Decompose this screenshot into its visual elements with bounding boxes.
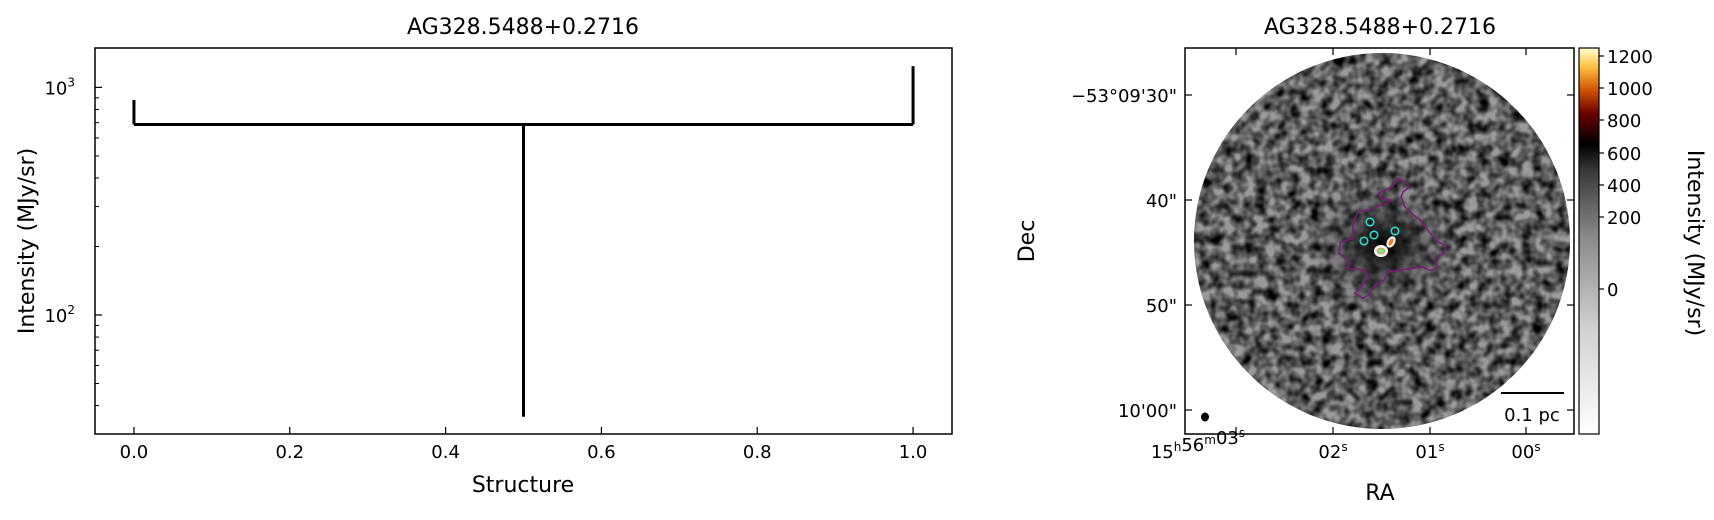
source-marker [1390, 226, 1400, 236]
dendrogram-title: AG328.5488+0.2716 [407, 15, 639, 40]
image-title: AG328.5488+0.2716 [1264, 15, 1496, 40]
beam-icon [1201, 412, 1209, 422]
colorbar-tick-label: 800 [1607, 111, 1641, 132]
dec-tick-label: 50" [1146, 296, 1177, 317]
y-tick-label: 103 [44, 75, 75, 99]
dec-tick-label: 40" [1146, 191, 1177, 212]
x-tick-label: 1.0 [899, 442, 928, 463]
source-marker [1365, 217, 1375, 227]
dec-axis-label: Dec [1015, 220, 1040, 263]
ra-tick-label: 02s [1318, 440, 1347, 463]
x-tick-label: 0.6 [587, 442, 616, 463]
x-tick-label: 0.2 [275, 442, 304, 463]
source-marker [1369, 230, 1379, 240]
colorbar-label: Intensity (MJy/sr) [1682, 150, 1707, 336]
scale-bar-label: 0.1 pc [1504, 405, 1560, 426]
x-tick-label: 0.0 [120, 442, 149, 463]
intensity-map [1194, 53, 1570, 429]
dendrogram-panel: AG328.5488+0.2716 0.0 0.2 0.4 0.6 0.8 1.0 103… [15, 15, 953, 498]
colorbar-tick-label: 0 [1607, 280, 1618, 301]
source-marker [1359, 236, 1369, 246]
ra-dec-ticks: 15h56m03s 02s 01s 00s −53°09'30" 40" 50" 10'00" [1071, 48, 1574, 463]
x-ticks: 0.0 0.2 0.4 0.6 0.8 1.0 [120, 427, 928, 463]
dec-tick-label: 10'00" [1118, 401, 1177, 422]
source-markers [1359, 217, 1400, 246]
y-ticks: 103 102 [44, 75, 102, 407]
image-axes-frame [1184, 47, 1575, 435]
ra-axis-label: RA [1365, 481, 1394, 506]
dec-tick-label: −53°09'30" [1071, 86, 1177, 107]
image-panel: AG328.5488+0.2716 15h56m03s 02s 01s 00s −53°… [1015, 15, 1707, 506]
x-tick-label: 0.4 [431, 442, 460, 463]
x-tick-label: 0.8 [743, 442, 772, 463]
colorbar-tick-label: 1000 [1607, 79, 1653, 100]
colorbar [1578, 47, 1600, 435]
dendrogram-plot [132, 66, 915, 417]
dendrogram-axes-frame [94, 47, 953, 435]
ra-tick-label: 15h56m03s [1151, 426, 1245, 463]
colorbar-tick-label: 200 [1607, 208, 1641, 229]
y-axis-label: Intensity (MJy/sr) [15, 148, 40, 334]
colorbar-tick-label: 400 [1607, 176, 1641, 197]
x-axis-label: Structure [472, 473, 574, 498]
core-emission [1374, 236, 1396, 257]
colorbar-tick-label: 600 [1607, 144, 1641, 165]
contour-line [1338, 177, 1448, 300]
colorbar-ticks: 1200 1000 800 600 400 200 0 [1599, 47, 1653, 301]
colorbar-tick-label: 1200 [1607, 47, 1653, 68]
ra-tick-label: 01s [1415, 440, 1444, 463]
y-tick-label: 102 [44, 303, 75, 327]
ra-tick-label: 00s [1511, 440, 1540, 463]
